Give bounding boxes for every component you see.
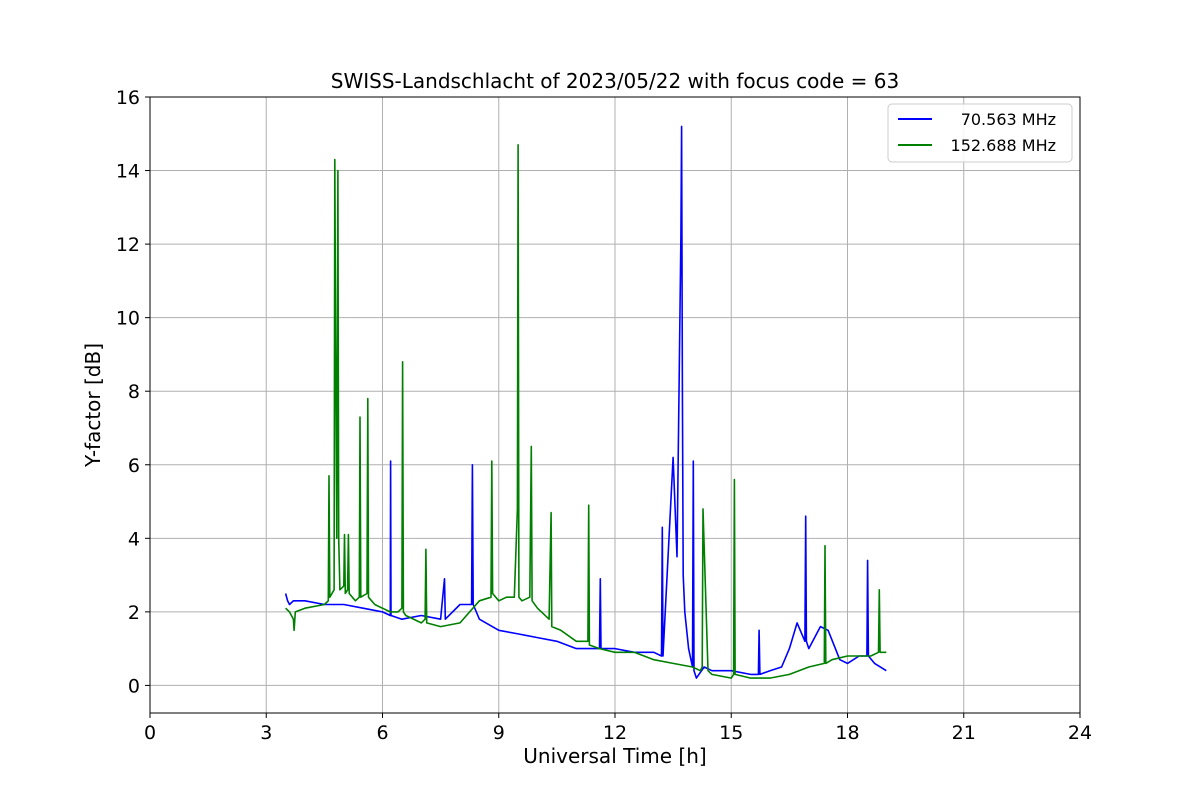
series-line-1 [284, 125, 887, 679]
legend: 70.563 MHz 152.688 MHz [887, 103, 1073, 163]
x-tick-label: 15 [719, 722, 743, 744]
x-tick-label: 18 [835, 722, 859, 744]
x-tick-label: 0 [144, 722, 156, 744]
legend-box [887, 103, 1073, 163]
y-tick-label: 2 [128, 602, 140, 624]
y-tick-label: 12 [116, 234, 140, 256]
x-tick-label: 6 [376, 722, 388, 744]
y-axis-label: Y-factor [dB] [81, 343, 105, 468]
chart-title: SWISS-Landschlacht of 2023/05/22 with fo… [331, 69, 899, 93]
series-line-2 [285, 144, 887, 679]
series-group [284, 125, 887, 679]
y-tick-label: 16 [116, 87, 140, 109]
x-tick-label: 12 [603, 722, 627, 744]
y-tick-label: 0 [128, 675, 140, 697]
x-tick-label: 9 [493, 722, 505, 744]
y-tick-label: 6 [128, 455, 140, 477]
legend-label: 70.563 MHz [961, 110, 1056, 129]
x-tick-label: 3 [260, 722, 272, 744]
x-axis-label: Universal Time [h] [523, 744, 706, 768]
y-tick-label: 14 [116, 161, 140, 183]
legend-label: 152.688 MHz [951, 136, 1056, 155]
x-tick-label: 21 [952, 722, 976, 744]
y-tick-label: 8 [128, 381, 140, 403]
x-tick-label: 24 [1068, 722, 1092, 744]
y-tick-label: 10 [116, 308, 140, 330]
y-tick-label: 4 [128, 528, 140, 550]
